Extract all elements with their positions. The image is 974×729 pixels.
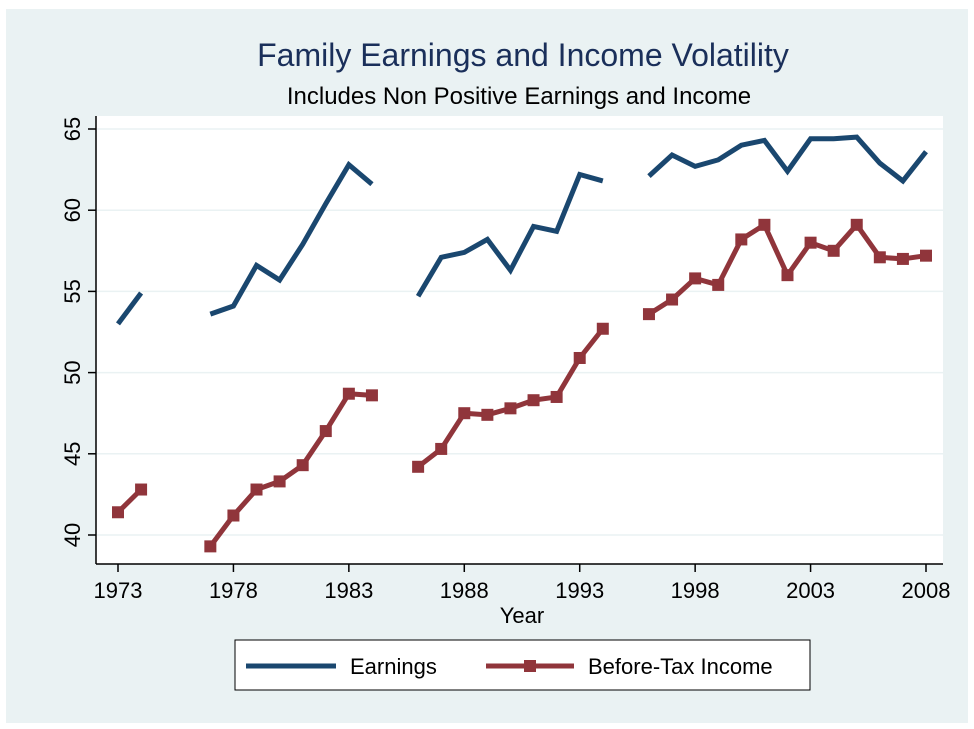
y-tick-label-45: 45 [60,442,85,466]
legend-label-income: Before-Tax Income [588,654,773,679]
point-before-tax-income-1973 [112,506,124,519]
legend: Earnings Before-Tax Income [234,639,811,691]
x-tick-label-1993: 1993 [555,578,604,603]
x-axis-ticks: 1973 1978 1983 1988 1993 1998 2003 2008 [94,564,951,603]
x-tick-label-1998: 1998 [671,578,720,603]
series-before-tax-income [112,218,932,553]
series-layer [112,134,932,553]
point-before-tax-income-2001 [758,218,771,231]
series-line-earnings-0 [115,291,144,326]
point-before-tax-income-2006 [873,251,886,264]
x-tick-label-1978: 1978 [209,578,258,603]
series-line-earnings-2 [415,171,604,298]
point-before-tax-income-2007 [896,252,909,265]
series-line-earnings-3 [647,134,928,185]
point-before-tax-income-1986 [412,460,425,473]
point-before-tax-income-1999 [712,278,725,291]
series-line-earnings-1 [209,160,374,317]
chart-subtitle: Includes Non Positive Earnings and Incom… [287,83,751,110]
point-before-tax-income-1983 [342,387,355,400]
y-tick-label-40: 40 [60,523,85,547]
chart-title: Family Earnings and Income Volatility [257,37,789,73]
point-before-tax-income-1991 [527,394,540,407]
legend-label-earnings: Earnings [350,654,437,679]
point-before-tax-income-1987 [435,442,448,455]
x-axis-label: Year [500,603,544,628]
point-before-tax-income-2008 [920,249,932,262]
point-before-tax-income-1974 [135,483,148,496]
point-before-tax-income-1989 [481,408,494,421]
point-before-tax-income-1979 [250,483,263,496]
point-before-tax-income-2005 [850,218,863,231]
x-tick-label-1973: 1973 [94,578,143,603]
y-tick-label-55: 55 [60,279,85,303]
point-before-tax-income-1998 [689,272,702,285]
y-tick-label-65: 65 [60,117,85,141]
point-before-tax-income-1996 [642,308,655,321]
point-before-tax-income-1997 [666,293,679,306]
point-before-tax-income-1982 [319,425,332,438]
point-before-tax-income-1988 [458,407,471,420]
point-before-tax-income-1980 [273,475,286,488]
point-before-tax-income-1992 [550,390,563,403]
point-before-tax-income-1993 [573,351,586,364]
point-before-tax-income-1978 [227,509,240,522]
point-before-tax-income-1981 [296,459,309,472]
y-tick-label-50: 50 [60,360,85,384]
plot-area [96,116,943,564]
x-tick-label-1988: 1988 [440,578,489,603]
point-before-tax-income-2003 [804,236,817,249]
point-before-tax-income-1990 [504,402,517,415]
point-before-tax-income-1977 [204,540,217,553]
x-tick-label-2003: 2003 [786,578,835,603]
series-earnings [115,134,928,326]
point-before-tax-income-1984 [365,389,378,402]
legend-marker-income [524,660,536,672]
point-before-tax-income-2000 [735,233,748,246]
point-before-tax-income-2004 [827,244,840,257]
point-before-tax-income-2002 [781,269,794,282]
y-tick-label-60: 60 [60,198,85,222]
point-before-tax-income-1994 [596,322,609,335]
gridlines [97,128,943,536]
x-tick-label-1983: 1983 [324,578,373,603]
y-axis-ticks: 40 45 50 55 60 65 [60,117,96,547]
x-tick-label-2008: 2008 [902,578,951,603]
